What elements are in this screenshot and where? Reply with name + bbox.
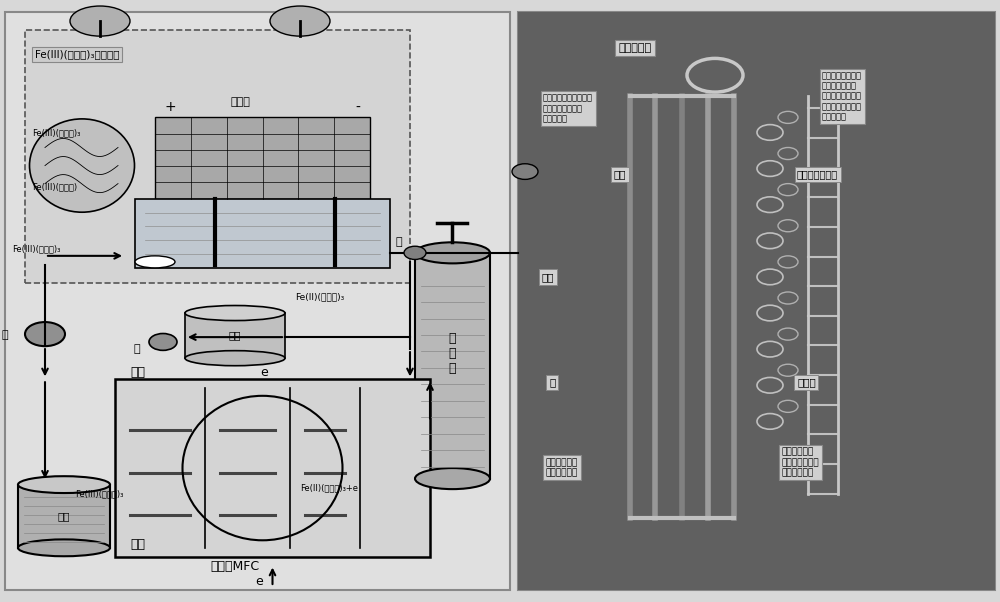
Text: 阴极：分配氢并使
电子返回电池的
正极接线柱：在此
质子与氢离子和氧
结合形成水: 阴极：分配氢并使 电子返回电池的 正极接线柱：在此 质子与氢离子和氧 结合形成水 <box>822 71 862 122</box>
Text: 阳极: 阳极 <box>130 366 145 379</box>
Bar <box>135 199 390 268</box>
Ellipse shape <box>30 119 134 213</box>
Text: Fe(II)(联吵啊)₃: Fe(II)(联吵啊)₃ <box>295 293 344 302</box>
Ellipse shape <box>18 539 110 556</box>
Text: 介质: 介质 <box>229 330 241 341</box>
Text: Fe(II)(联吵啊)₃+e: Fe(II)(联吵啊)₃+e <box>300 483 358 492</box>
Text: 氢: 氢 <box>395 237 402 247</box>
Text: Fe(III)(联吵啊): Fe(III)(联吵啊) <box>32 182 77 191</box>
Text: e: e <box>260 366 268 379</box>
Text: 阴极: 阴极 <box>130 538 145 551</box>
Text: 氧（来自空气）: 氧（来自空气） <box>797 170 838 179</box>
Text: 泵: 泵 <box>1 330 8 340</box>
Bar <box>155 117 370 199</box>
Ellipse shape <box>270 6 330 36</box>
Circle shape <box>25 322 65 346</box>
Text: 水蕊气: 水蕊气 <box>797 377 816 387</box>
Text: 泵: 泵 <box>133 344 140 354</box>
Bar <box>518 12 995 590</box>
Ellipse shape <box>70 6 130 36</box>
Ellipse shape <box>415 468 490 489</box>
Text: Fe(III)(联吵啊)₃: Fe(III)(联吵啊)₃ <box>32 128 80 137</box>
Ellipse shape <box>18 476 110 493</box>
Bar <box>185 313 285 358</box>
Text: -: - <box>355 101 360 114</box>
Ellipse shape <box>185 305 285 320</box>
Text: 堆叠的MFC: 堆叠的MFC <box>210 560 259 573</box>
Text: +: + <box>165 101 177 114</box>
Ellipse shape <box>415 242 490 264</box>
Text: Fe(III)(联吵啊)₃: Fe(III)(联吵啊)₃ <box>12 244 60 253</box>
Text: 储
气
罐: 储 气 罐 <box>449 332 456 375</box>
Circle shape <box>512 164 538 179</box>
Ellipse shape <box>185 350 285 366</box>
Text: 储存: 储存 <box>58 511 70 521</box>
Bar <box>25 30 410 283</box>
Text: 氢: 氢 <box>549 377 555 387</box>
Text: Fe(III)(联吵啊)₃: Fe(III)(联吵啊)₃ <box>75 489 123 498</box>
Circle shape <box>404 246 426 259</box>
Text: 电子: 电子 <box>614 170 626 179</box>
Bar <box>518 12 995 590</box>
Text: 质子: 质子 <box>542 272 554 282</box>
Bar <box>5 12 510 590</box>
Text: 质子交换膜：
只允许带正电荷
的氢离子流过: 质子交换膜： 只允许带正电荷 的氢离子流过 <box>782 448 820 477</box>
Bar <box>415 253 490 479</box>
Circle shape <box>149 334 177 350</box>
Text: Fe(III)(联吵啊)₃再生系统: Fe(III)(联吵啊)₃再生系统 <box>35 49 120 59</box>
Bar <box>115 379 430 557</box>
Text: 燃料电池组: 燃料电池组 <box>618 43 652 53</box>
Bar <box>18 485 110 548</box>
Text: 太阳能: 太阳能 <box>230 98 250 107</box>
Text: 阳极：扩散氢并从燃料
电池传导出电子的
负极接线柱: 阳极：扩散氢并从燃料 电池传导出电子的 负极接线柱 <box>543 93 593 123</box>
Text: 傅化剂：促进
氢和氧的反应: 傅化剂：促进 氢和氧的反应 <box>546 458 578 477</box>
Ellipse shape <box>135 256 175 268</box>
Text: e: e <box>255 575 263 588</box>
